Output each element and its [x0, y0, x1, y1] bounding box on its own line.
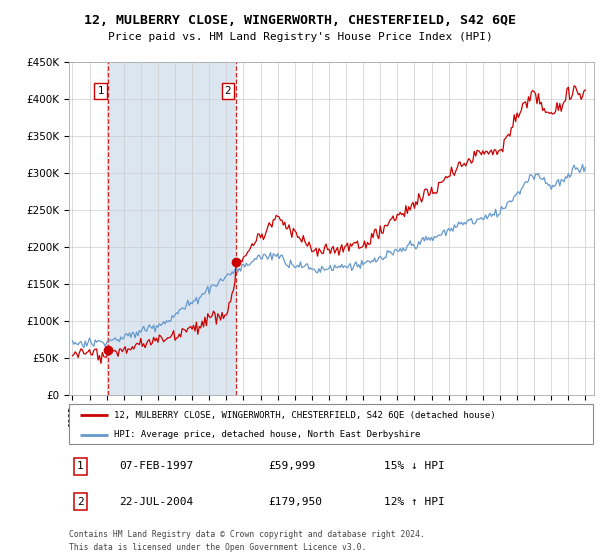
- Text: 07-FEB-1997: 07-FEB-1997: [119, 461, 193, 472]
- Text: Contains HM Land Registry data © Crown copyright and database right 2024.: Contains HM Land Registry data © Crown c…: [69, 530, 425, 539]
- Text: 15% ↓ HPI: 15% ↓ HPI: [384, 461, 445, 472]
- Text: 2: 2: [77, 497, 84, 507]
- Text: This data is licensed under the Open Government Licence v3.0.: This data is licensed under the Open Gov…: [69, 543, 367, 552]
- Text: 1: 1: [77, 461, 84, 472]
- Text: £59,999: £59,999: [269, 461, 316, 472]
- Text: 1: 1: [97, 86, 104, 96]
- Text: 2: 2: [225, 86, 232, 96]
- FancyBboxPatch shape: [69, 404, 593, 445]
- Text: 12, MULBERRY CLOSE, WINGERWORTH, CHESTERFIELD, S42 6QE (detached house): 12, MULBERRY CLOSE, WINGERWORTH, CHESTER…: [113, 410, 495, 419]
- Text: £179,950: £179,950: [269, 497, 323, 507]
- Text: Price paid vs. HM Land Registry's House Price Index (HPI): Price paid vs. HM Land Registry's House …: [107, 32, 493, 43]
- Text: HPI: Average price, detached house, North East Derbyshire: HPI: Average price, detached house, Nort…: [113, 430, 420, 439]
- Text: 12, MULBERRY CLOSE, WINGERWORTH, CHESTERFIELD, S42 6QE: 12, MULBERRY CLOSE, WINGERWORTH, CHESTER…: [84, 14, 516, 27]
- Text: 22-JUL-2004: 22-JUL-2004: [119, 497, 193, 507]
- Text: 12% ↑ HPI: 12% ↑ HPI: [384, 497, 445, 507]
